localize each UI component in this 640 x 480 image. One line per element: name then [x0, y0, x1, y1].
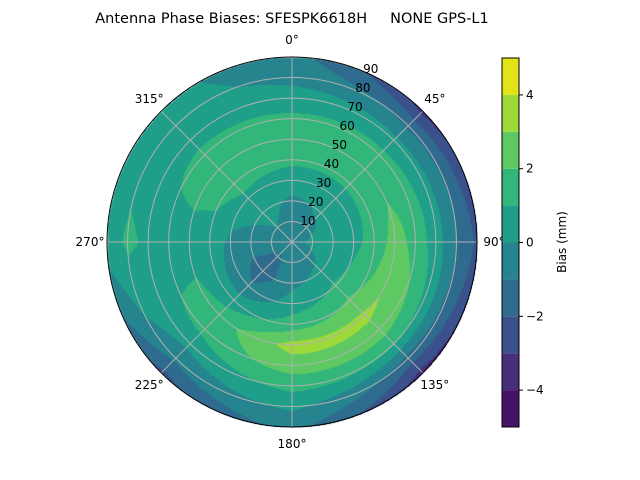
- colorbar-tick-label: −4: [526, 383, 544, 397]
- colorbar-tick-label: 0: [526, 236, 534, 250]
- colorbar: −4 −2 0 2 4: [501, 57, 544, 428]
- colorbar-segment: [502, 242, 519, 280]
- colorbar-segment: [502, 279, 519, 317]
- colorbar-tick-label: −2: [526, 309, 544, 323]
- chart-title: Antenna Phase Biases: SFESPK6618H NONE G…: [95, 11, 489, 27]
- angular-gridline: [160, 110, 293, 243]
- polar-frame: [106, 56, 478, 428]
- angular-gridline: [291, 241, 424, 374]
- radial-tick-label: 10: [300, 214, 315, 228]
- angular-tick-label: 225°: [135, 378, 164, 392]
- angular-tick-label: 0°: [285, 33, 299, 47]
- radial-tick-label: 90: [363, 62, 378, 76]
- radial-tick-label: 80: [355, 81, 370, 95]
- colorbar-segment: [502, 168, 519, 206]
- angular-tick-label: 90°: [483, 235, 504, 249]
- colorbar-label: Bias (mm): [555, 211, 569, 273]
- angular-tick-label: 45°: [424, 92, 445, 106]
- angular-gridline: [160, 241, 293, 374]
- colorbar-segment: [502, 390, 519, 427]
- colorbar-segment: [502, 131, 519, 169]
- colorbar-segment: [502, 58, 519, 95]
- angular-tick-label: 270°: [76, 235, 105, 249]
- radial-tick-label: 50: [332, 138, 347, 152]
- radial-tick-label: 30: [316, 176, 331, 190]
- radial-tick-labels: 10 20 30 40 50 60 70 80 90: [300, 62, 378, 228]
- colorbar-segment: [502, 316, 519, 354]
- angular-tick-labels: 0° 45° 90° 135° 180° 225° 270° 315°: [76, 33, 505, 451]
- polar-grid: [106, 56, 478, 428]
- radial-tick-label: 40: [324, 157, 339, 171]
- colorbar-tick-label: 2: [526, 162, 534, 176]
- angular-tick-label: 315°: [135, 92, 164, 106]
- colorbar-segment: [502, 205, 519, 243]
- colorbar-segment: [502, 353, 519, 391]
- angular-gridline: [291, 110, 424, 243]
- colorbar-tick-label: 4: [526, 88, 534, 102]
- radial-tick-label: 70: [347, 100, 362, 114]
- colorbar-segment: [502, 94, 519, 132]
- radial-tick-label: 60: [340, 119, 355, 133]
- angular-tick-label: 135°: [420, 378, 449, 392]
- angular-tick-label: 180°: [278, 437, 307, 451]
- radial-tick-label: 20: [308, 195, 323, 209]
